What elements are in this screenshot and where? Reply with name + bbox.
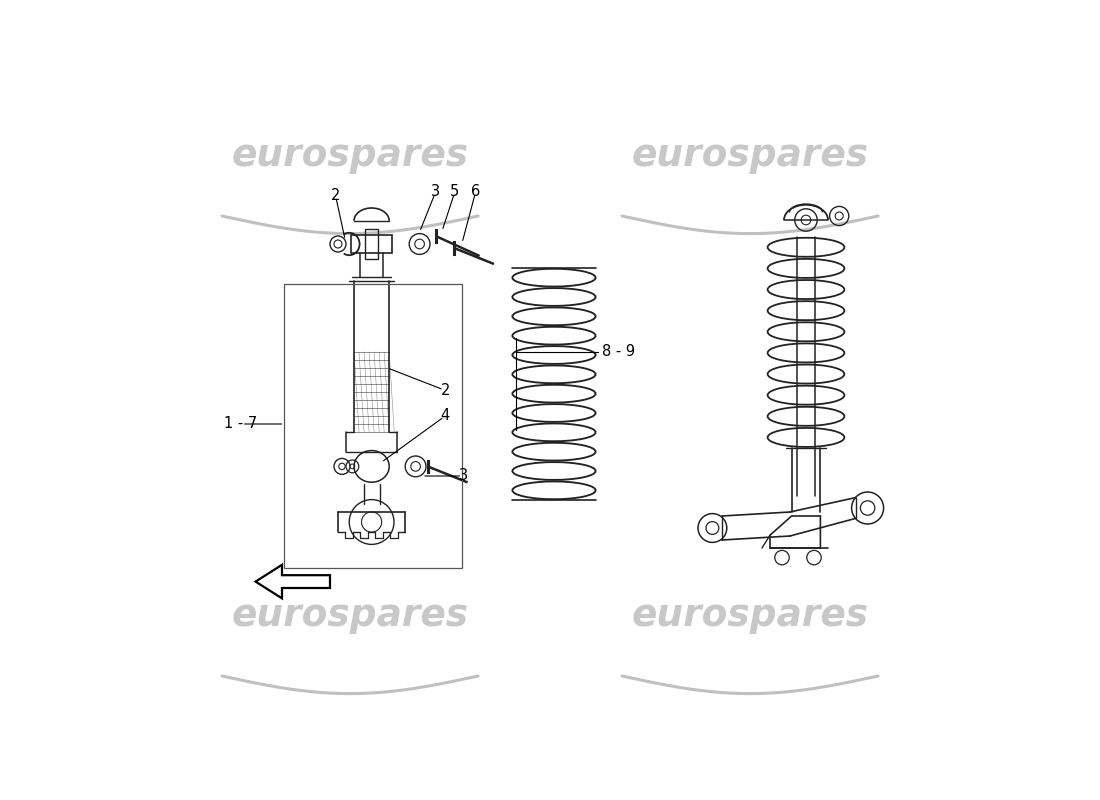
Text: eurospares: eurospares [631, 598, 869, 634]
Text: eurospares: eurospares [231, 138, 469, 174]
Text: 8 - 9: 8 - 9 [602, 345, 635, 359]
Text: 3: 3 [431, 185, 440, 199]
Text: 2: 2 [331, 189, 340, 203]
Bar [351, 235, 393, 253]
Bar [365, 229, 378, 259]
Text: 1 - 7: 1 - 7 [223, 417, 257, 431]
Text: 2: 2 [440, 383, 450, 398]
Text: 4: 4 [441, 409, 450, 423]
Text: 3: 3 [459, 469, 469, 483]
Text: eurospares: eurospares [631, 138, 869, 174]
Bar [285, 284, 462, 568]
Text: 6: 6 [471, 185, 481, 199]
Text: 5: 5 [450, 185, 460, 199]
Text: eurospares: eurospares [231, 598, 469, 634]
